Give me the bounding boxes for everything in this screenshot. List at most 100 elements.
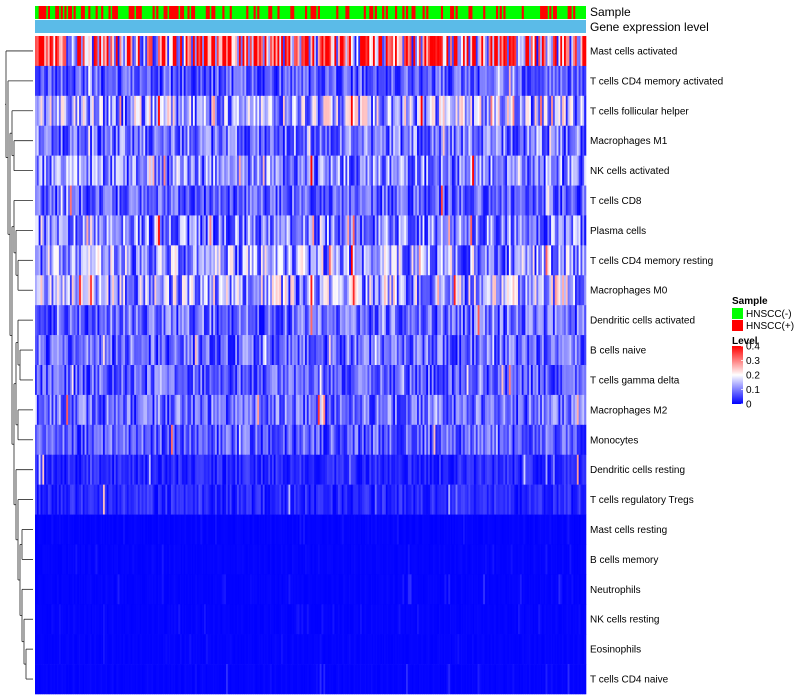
heatmap-cell bbox=[248, 125, 251, 156]
heatmap-cell bbox=[125, 335, 128, 366]
heatmap-cell bbox=[79, 484, 82, 515]
heatmap-cell bbox=[174, 36, 177, 67]
heatmap-cell bbox=[244, 185, 247, 216]
heatmap-cell bbox=[385, 275, 388, 306]
heatmap-cell bbox=[328, 65, 332, 97]
sample-positive-mark bbox=[180, 6, 183, 19]
heatmap-cell bbox=[582, 245, 585, 276]
heatmap-cell bbox=[51, 155, 54, 186]
heatmap-cell bbox=[527, 125, 530, 156]
heatmap-cell bbox=[255, 424, 258, 456]
heatmap-cell bbox=[448, 215, 451, 246]
heatmap-cell bbox=[172, 335, 175, 366]
heatmap-cell bbox=[132, 155, 135, 186]
heatmap-cell bbox=[84, 305, 87, 336]
heatmap-cell bbox=[314, 484, 317, 515]
heatmap-cell bbox=[334, 365, 337, 396]
heatmap-cell bbox=[360, 394, 363, 426]
heatmap-cell bbox=[389, 155, 392, 186]
heatmap-cell bbox=[394, 215, 398, 246]
heatmap-cell bbox=[448, 365, 451, 396]
heatmap-cell bbox=[404, 245, 407, 276]
heatmap-cell bbox=[459, 394, 462, 426]
heatmap-cell bbox=[501, 245, 504, 276]
heatmap-cell bbox=[251, 305, 254, 336]
heatmap-cell bbox=[279, 365, 282, 396]
heatmap-cell bbox=[145, 275, 148, 306]
heatmap-cell bbox=[406, 394, 409, 426]
heatmap-cell bbox=[139, 185, 142, 216]
heatmap-cell bbox=[259, 215, 262, 246]
heatmap-cell bbox=[75, 155, 78, 186]
heatmap-cell bbox=[304, 65, 308, 97]
heatmap-cell bbox=[464, 394, 467, 426]
heatmap-cell bbox=[244, 36, 247, 67]
heatmap-cell bbox=[459, 125, 462, 156]
heatmap-cell bbox=[200, 305, 203, 336]
heatmap-cell bbox=[47, 394, 50, 426]
sample-positive-mark bbox=[82, 6, 85, 19]
heatmap-cell bbox=[180, 36, 183, 67]
heatmap-cell bbox=[387, 36, 390, 67]
heatmap-cell bbox=[446, 365, 449, 396]
heatmap-cell bbox=[200, 125, 203, 156]
heatmap-cell bbox=[556, 394, 559, 426]
heatmap-cell bbox=[567, 484, 570, 515]
heatmap-cell bbox=[383, 65, 387, 97]
heatmap-cell bbox=[382, 365, 385, 396]
heatmap-cell bbox=[327, 185, 330, 216]
heatmap-cell bbox=[132, 454, 135, 485]
heatmap-cell bbox=[62, 95, 65, 127]
heatmap-cell bbox=[382, 484, 385, 515]
heatmap-cell bbox=[130, 215, 133, 246]
heatmap-cell bbox=[194, 454, 197, 485]
heatmap-cell bbox=[406, 155, 409, 186]
heatmap-cell bbox=[442, 484, 445, 515]
heatmap-cell bbox=[393, 275, 396, 306]
heatmap-cell bbox=[132, 36, 135, 67]
heatmap-cell bbox=[391, 185, 394, 216]
heatmap-cell bbox=[308, 65, 311, 97]
heatmap-cell bbox=[270, 275, 273, 306]
heatmap-cell bbox=[569, 36, 572, 67]
heatmap-cell bbox=[216, 365, 219, 396]
heatmap-cell bbox=[170, 454, 174, 485]
heatmap-cell bbox=[47, 185, 50, 216]
heatmap-cell bbox=[442, 185, 445, 216]
heatmap-cell bbox=[297, 394, 300, 426]
heatmap-cell bbox=[543, 245, 546, 276]
heatmap-cell bbox=[525, 65, 528, 97]
heatmap-cell bbox=[299, 305, 302, 336]
heatmap-cell bbox=[281, 275, 284, 306]
heatmap-cell bbox=[304, 484, 308, 515]
heatmap-cell bbox=[371, 484, 374, 515]
heatmap-cell bbox=[567, 394, 570, 426]
heatmap-cell bbox=[446, 275, 449, 306]
heatmap-cell bbox=[242, 215, 245, 246]
heatmap-cell bbox=[185, 394, 188, 426]
heatmap-cell bbox=[466, 95, 469, 127]
heatmap-cell bbox=[360, 185, 363, 216]
heatmap-cell bbox=[457, 394, 460, 426]
heatmap-cell bbox=[349, 305, 352, 336]
heatmap-cell bbox=[545, 394, 548, 426]
heatmap-cell bbox=[169, 454, 172, 485]
heatmap-cell bbox=[88, 305, 91, 336]
heatmap-cell bbox=[411, 245, 414, 276]
heatmap-cell bbox=[167, 125, 170, 156]
heatmap-cell bbox=[374, 65, 377, 97]
heatmap-cell bbox=[321, 245, 324, 276]
heatmap-cell bbox=[352, 394, 355, 426]
heatmap-cell bbox=[479, 185, 482, 216]
heatmap-cell bbox=[80, 335, 84, 366]
heatmap-cell bbox=[257, 155, 260, 186]
heatmap-cell bbox=[295, 424, 298, 456]
heatmap-cell bbox=[99, 185, 102, 216]
heatmap-cell bbox=[385, 36, 388, 67]
heatmap-cell bbox=[262, 484, 265, 515]
heatmap-cell bbox=[455, 454, 458, 485]
heatmap-cell bbox=[271, 65, 275, 97]
heatmap-cell bbox=[385, 335, 388, 366]
heatmap-cell bbox=[549, 245, 552, 276]
heatmap-cell bbox=[363, 125, 366, 156]
